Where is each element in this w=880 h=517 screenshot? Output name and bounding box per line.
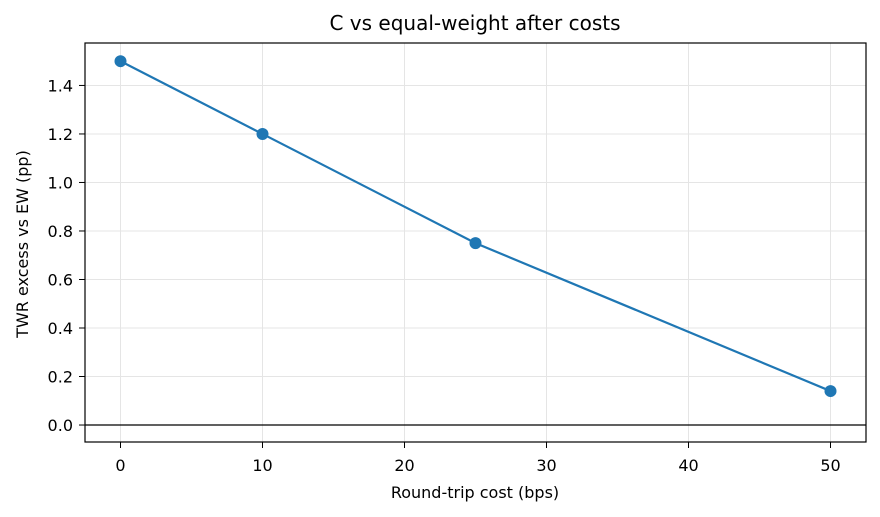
grid: [85, 43, 866, 442]
data-point: [469, 237, 482, 250]
data-point: [114, 55, 127, 68]
y-axis-ticks: 0.0 0.2 0.4 0.6 0.8 1.0 1.2 1.4: [48, 76, 85, 435]
y-tick-label: 0.8: [48, 222, 73, 241]
y-tick-label: 1.4: [48, 76, 73, 95]
y-axis-label: TWR excess vs EW (pp): [13, 150, 32, 339]
x-tick-label: 40: [678, 456, 698, 475]
y-tick-label: 0.0: [48, 416, 73, 435]
x-axis-label: Round-trip cost (bps): [391, 483, 559, 502]
y-tick-label: 0.6: [48, 270, 73, 289]
y-tick-label: 0.4: [48, 319, 73, 338]
y-tick-label: 0.2: [48, 368, 73, 387]
x-axis-ticks: 0 10 20 30 40 50: [115, 442, 841, 475]
y-tick-label: 1.2: [48, 125, 73, 144]
x-tick-label: 50: [820, 456, 840, 475]
series-line: [119, 60, 831, 393]
chart-title: C vs equal-weight after costs: [329, 11, 620, 35]
data-point: [824, 385, 837, 398]
data-point: [256, 127, 269, 140]
x-tick-label: 30: [536, 456, 556, 475]
x-tick-label: 20: [394, 456, 414, 475]
y-tick-label: 1.0: [48, 173, 73, 192]
series-layer: [114, 55, 837, 398]
plot-frame: [84, 42, 867, 443]
x-tick-label: 0: [115, 456, 125, 475]
x-tick-label: 10: [252, 456, 272, 475]
